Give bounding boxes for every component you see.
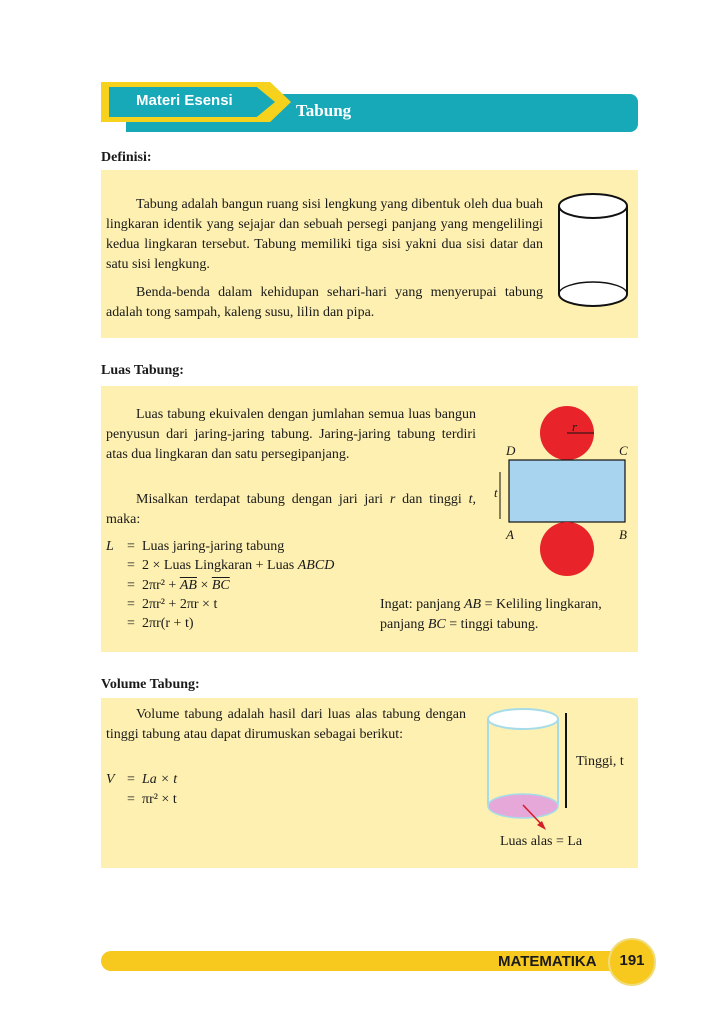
luas-paragraph-2: Misalkan terdapat tabung dengan jari jar… bbox=[106, 490, 476, 530]
net-label-r: r bbox=[572, 419, 577, 435]
luas-formula-line-5: = 2πr(r + t) bbox=[106, 614, 194, 633]
definisi-heading: Definisi: bbox=[101, 150, 152, 166]
luas-paragraph-1: Luas tabung ekuivalen dengan jumlahan se… bbox=[106, 405, 476, 465]
definisi-paragraph-2: Benda-benda dalam kehidupan sehari-hari … bbox=[106, 283, 543, 323]
luas-formula-line-2: = 2 × Luas Lingkaran + Luas ABCD bbox=[106, 556, 334, 575]
volume-formula-line-1: V = La × t bbox=[106, 770, 177, 789]
luas-formula-line-3: = 2πr² + AB × BC bbox=[106, 576, 230, 595]
net-label-A: A bbox=[506, 527, 514, 543]
luas-heading: Luas Tabung: bbox=[101, 363, 184, 379]
luas-formula-line-4: = 2πr² + 2πr × t bbox=[106, 595, 217, 614]
luas-note: Ingat: panjang AB = Keliling lingkaran, … bbox=[380, 595, 636, 635]
page-number: 191 bbox=[608, 952, 656, 969]
height-label: Tinggi, t bbox=[576, 752, 624, 772]
header-tag-label: Materi Esensi bbox=[136, 92, 233, 109]
net-label-t: t bbox=[494, 485, 498, 501]
footer-subject: MATEMATIKA bbox=[498, 953, 597, 970]
luas-formula-line-1: L = Luas jaring-jaring tabung bbox=[106, 537, 284, 556]
transparent-cylinder-icon bbox=[484, 705, 576, 845]
base-arrow-head bbox=[537, 821, 546, 830]
volume-heading: Volume Tabung: bbox=[101, 677, 200, 693]
cylinder-icon bbox=[556, 190, 630, 314]
volume-formula-line-2: = πr² × t bbox=[106, 790, 177, 809]
volume-paragraph-1: Volume tabung adalah hasil dari luas ala… bbox=[106, 705, 466, 745]
net-label-B: B bbox=[619, 527, 627, 543]
definisi-paragraph-1: Tabung adalah bangun ruang sisi lengkung… bbox=[106, 195, 543, 275]
chapter-title: Tabung bbox=[296, 101, 351, 121]
net-label-C: C bbox=[619, 443, 628, 459]
net-rectangle bbox=[509, 460, 625, 522]
cylinder-net-diagram bbox=[490, 405, 635, 581]
base-area-label: Luas alas = La bbox=[500, 832, 582, 852]
net-label-D: D bbox=[506, 443, 515, 459]
net-bottom-circle bbox=[540, 522, 594, 576]
